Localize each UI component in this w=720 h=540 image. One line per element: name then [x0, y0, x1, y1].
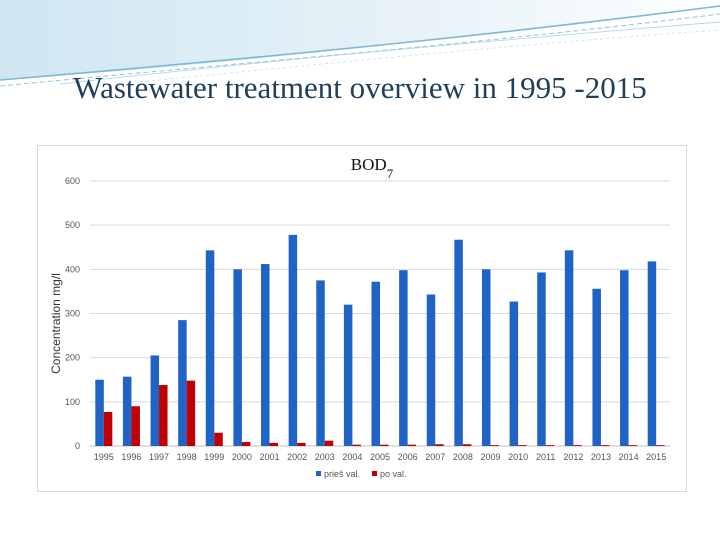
x-tick-label: 2010 — [508, 452, 528, 462]
chart-title: BOD7 — [351, 155, 394, 181]
x-tick-label: 2000 — [232, 452, 252, 462]
y-tick-label: 500 — [65, 220, 80, 230]
bar-after-2001 — [269, 442, 279, 446]
bar-after-2013 — [600, 445, 610, 446]
bar-after-2015 — [656, 445, 665, 446]
bar-after-2014 — [628, 445, 638, 446]
y-tick-label: 0 — [75, 441, 80, 451]
bar-after-1999 — [214, 432, 223, 446]
y-tick-label: 600 — [65, 176, 80, 186]
legend-swatch-before — [316, 471, 321, 476]
header-wave-decoration — [0, 0, 720, 87]
y-tick-label: 100 — [65, 397, 80, 407]
legend-label-after: po val. — [380, 469, 407, 479]
bar-before-2003 — [316, 280, 325, 446]
x-tick-label: 2015 — [646, 452, 666, 462]
slide-title: Wastewater treatment overview in 1995 -2… — [73, 70, 647, 105]
x-tick-label: 2002 — [287, 452, 307, 462]
bar-before-2000 — [233, 269, 242, 446]
bar-after-2005 — [380, 444, 389, 446]
bar-before-2014 — [620, 270, 629, 446]
bar-before-2011 — [537, 272, 546, 446]
chart-frame: 0 100 200 300 400 500 600 Concentration mg/l BOD… — [37, 145, 687, 492]
bar-before-2006 — [399, 270, 408, 446]
x-tick-label: 1995 — [94, 452, 114, 462]
y-tick-label: 300 — [65, 309, 80, 319]
bar-after-2011 — [545, 445, 555, 446]
x-tick-label: 2007 — [425, 452, 445, 462]
x-tick-label: 2006 — [398, 452, 418, 462]
x-tick-label: 1996 — [121, 452, 141, 462]
x-tick-label: 2008 — [453, 452, 473, 462]
bar-after-1996 — [131, 406, 140, 446]
bar-before-2009 — [481, 269, 491, 446]
bar-after-1997 — [159, 385, 168, 446]
x-tick-label: 2012 — [563, 452, 583, 462]
bar-before-1997 — [150, 355, 160, 446]
bar-before-2010 — [509, 301, 519, 446]
bar-after-1998 — [186, 380, 196, 446]
bar-before-1999 — [205, 250, 215, 446]
y-axis-title: Concentration mg/l — [49, 273, 63, 374]
bar-after-2012 — [573, 445, 582, 446]
bar-after-1995 — [103, 411, 113, 446]
bar-after-2000 — [241, 442, 251, 446]
bar-before-2002 — [288, 234, 298, 446]
x-tick-label: 1998 — [177, 452, 197, 462]
bar-before-2013 — [592, 288, 601, 446]
x-tick-label: 2001 — [260, 452, 280, 462]
bar-after-2007 — [435, 444, 444, 446]
x-tick-label: 2014 — [619, 452, 639, 462]
bar-before-2004 — [343, 304, 353, 446]
bar-before-2001 — [261, 264, 270, 446]
bar-before-2008 — [454, 239, 463, 446]
x-tick-label: 1997 — [149, 452, 169, 462]
bar-after-2009 — [490, 445, 499, 446]
x-tick-label: 2011 — [536, 452, 555, 462]
bar-before-2005 — [371, 281, 380, 446]
bar-before-2015 — [647, 261, 657, 446]
bar-after-2003 — [324, 440, 334, 446]
legend-label-before: prieš val. — [324, 469, 360, 479]
bar-after-2004 — [352, 444, 361, 446]
bar-before-1995 — [95, 379, 104, 446]
bar-after-2008 — [462, 444, 472, 446]
bar-after-2010 — [518, 445, 527, 446]
x-tick-label: 1999 — [204, 452, 224, 462]
bar-before-2007 — [426, 294, 436, 446]
x-tick-label: 2004 — [342, 452, 362, 462]
bod7-bar-chart: 0 100 200 300 400 500 600 Concentration mg/l BOD… — [49, 155, 670, 479]
bar-before-1998 — [178, 320, 187, 446]
y-tick-label: 400 — [65, 264, 80, 274]
x-tick-label: 2009 — [480, 452, 500, 462]
bar-before-2012 — [564, 250, 574, 446]
bar-before-1996 — [122, 376, 132, 446]
bar-after-2002 — [297, 442, 306, 446]
x-tick-label: 2003 — [315, 452, 335, 462]
x-tick-label: 2005 — [370, 452, 390, 462]
y-tick-label: 200 — [65, 353, 80, 363]
legend-swatch-after — [372, 471, 377, 476]
x-tick-label: 2013 — [591, 452, 611, 462]
bar-after-2006 — [407, 444, 417, 446]
